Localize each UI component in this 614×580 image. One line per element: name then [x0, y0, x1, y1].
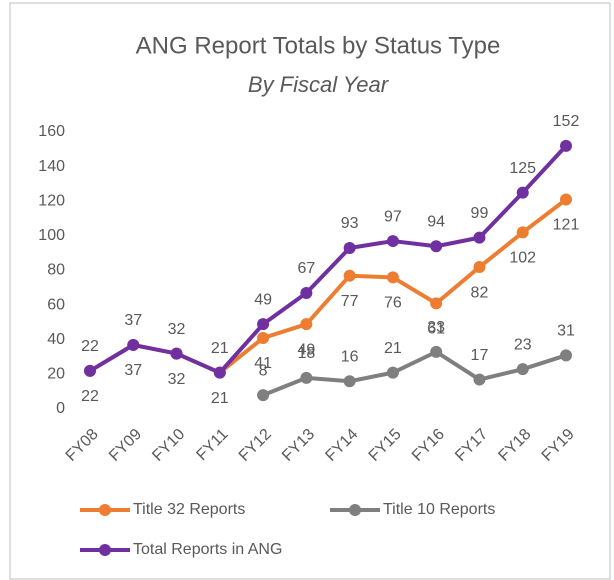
data-label: 76	[384, 295, 402, 312]
data-label: 22	[81, 338, 99, 355]
data-point	[516, 186, 529, 199]
data-label: 21	[384, 340, 402, 357]
series-line	[88, 144, 568, 375]
legend-label: Title 10 Reports	[383, 501, 495, 518]
legend-marker	[349, 504, 361, 516]
data-point	[430, 345, 443, 358]
data-label: 94	[427, 213, 445, 230]
data-label: 93	[341, 215, 359, 232]
data-label: 21	[211, 340, 229, 357]
data-label: 82	[471, 284, 489, 301]
data-label: 49	[254, 291, 272, 308]
data-label: 41	[254, 355, 272, 372]
data-label: 23	[514, 336, 532, 353]
data-label: 32	[168, 321, 186, 338]
series-line	[262, 349, 567, 398]
data-label: 152	[553, 113, 580, 130]
legend-marker	[99, 504, 111, 516]
data-label: 37	[124, 362, 142, 379]
data-label: 33	[427, 319, 445, 336]
data-label: 16	[341, 349, 359, 366]
data-point	[257, 332, 270, 345]
data-point	[516, 226, 529, 239]
y-tick-label: 20	[47, 366, 65, 383]
data-point	[127, 338, 140, 351]
y-tick-label: 120	[38, 192, 65, 209]
legend-marker	[99, 544, 111, 556]
data-point	[430, 297, 443, 310]
data-label: 125	[509, 160, 536, 177]
data-point	[473, 373, 486, 386]
data-point	[560, 139, 572, 152]
data-label: 77	[341, 293, 359, 310]
data-point	[430, 240, 443, 253]
data-point	[343, 269, 356, 282]
data-point	[386, 235, 399, 248]
y-tick-label: 100	[38, 227, 65, 244]
data-label: 22	[81, 388, 99, 405]
data-label: 8	[259, 362, 268, 379]
data-point	[300, 318, 313, 331]
data-point	[386, 366, 399, 379]
legend-label: Total Reports in ANG	[133, 541, 282, 558]
data-label: 31	[557, 323, 575, 340]
data-label: 67	[297, 260, 315, 277]
data-label: 97	[384, 208, 402, 225]
data-label: 37	[124, 312, 142, 329]
data-label: 17	[471, 347, 489, 364]
data-point	[560, 349, 572, 362]
data-point	[386, 271, 399, 284]
data-point	[257, 318, 270, 331]
y-tick-label: 160	[38, 123, 65, 140]
data-label: 21	[211, 390, 229, 407]
data-point	[473, 231, 486, 244]
y-tick-label: 80	[47, 262, 65, 279]
chart-subtitle: By Fiscal Year	[248, 72, 390, 97]
data-point	[213, 366, 226, 379]
data-point	[300, 287, 313, 300]
data-label: 99	[471, 205, 489, 222]
data-point	[257, 389, 270, 402]
data-point	[170, 347, 183, 360]
legend-label: Title 32 Reports	[133, 501, 245, 518]
data-point	[300, 371, 313, 384]
y-tick-label: 0	[56, 400, 65, 417]
y-tick-label: 60	[47, 296, 65, 313]
chart-title: ANG Report Totals by Status Type	[136, 32, 501, 59]
data-label: 121	[553, 217, 580, 234]
data-label: 49	[297, 341, 315, 358]
data-label: 18	[297, 345, 315, 362]
y-tick-label: 140	[38, 158, 65, 175]
data-label: 32	[168, 371, 186, 388]
data-point	[343, 375, 356, 388]
data-point	[560, 193, 572, 206]
data-point	[473, 261, 486, 274]
data-point	[343, 241, 356, 254]
data-label: 61	[427, 321, 445, 338]
data-label: 102	[509, 250, 536, 267]
y-tick-label: 40	[47, 331, 65, 348]
data-point	[84, 364, 96, 377]
data-point	[516, 363, 529, 376]
